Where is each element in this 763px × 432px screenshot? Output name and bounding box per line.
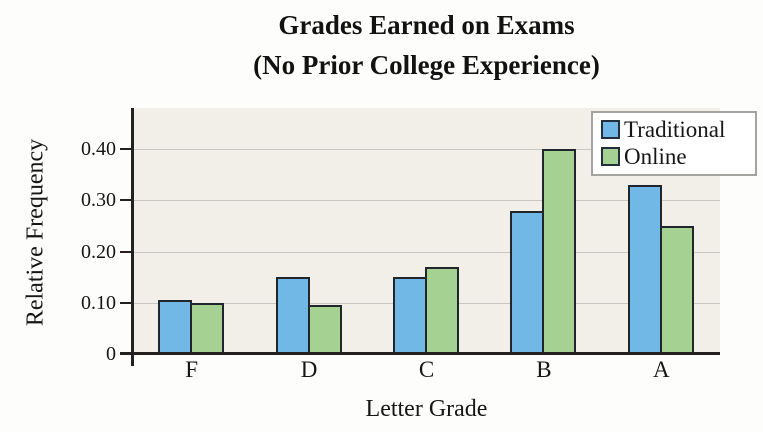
chart-title-line2: (No Prior College Experience) <box>253 50 600 80</box>
y-axis-title: Relative Frequency <box>22 138 49 327</box>
x-axis-line <box>120 352 720 355</box>
legend-label: Traditional <box>624 117 726 142</box>
chart-title-line1: Grades Earned on Exams <box>278 10 575 40</box>
bar-online-B <box>542 149 577 354</box>
y-tick-label-0: 0 <box>106 343 116 365</box>
x-category-label-A: A <box>652 357 670 382</box>
x-category-label-D: D <box>300 357 318 382</box>
gridline-0.20 <box>133 251 720 253</box>
bar-online-D <box>307 305 342 354</box>
legend-swatch-icon <box>601 147 620 166</box>
bar-online-F <box>190 302 225 354</box>
gridline-0.30 <box>133 200 720 202</box>
legend-swatch-icon <box>601 120 620 139</box>
bar-traditional-F <box>158 300 193 354</box>
bar-traditional-A <box>627 184 662 354</box>
bar-online-A <box>659 225 694 354</box>
bar-traditional-B <box>510 210 545 354</box>
y-axis-line <box>131 108 134 366</box>
gridline-0.40 <box>133 149 720 150</box>
y-tick-label-0.20: 0.20 <box>81 240 116 263</box>
y-tick-mark-0.10 <box>120 301 133 304</box>
y-tick-label-0.30: 0.30 <box>81 189 116 212</box>
y-tick-mark-0.40 <box>120 148 133 150</box>
bar-traditional-C <box>393 277 427 354</box>
legend: Traditional Online <box>591 111 757 176</box>
x-category-label-B: B <box>536 357 552 382</box>
legend-label: Online <box>624 144 687 169</box>
y-tick-mark-0.20 <box>120 250 133 253</box>
y-tick-mark-0.30 <box>120 199 133 202</box>
bar-online-C <box>425 266 459 354</box>
x-axis-title: Letter Grade <box>365 396 488 422</box>
chart-title: Grades Earned on Exams (No Prior College… <box>133 5 720 85</box>
y-tick-label-0.10: 0.10 <box>81 291 116 314</box>
x-category-label-F: F <box>185 357 199 382</box>
x-category-label-C: C <box>418 357 435 382</box>
legend-row-online: Online <box>601 143 755 170</box>
y-tick-label-0.40: 0.40 <box>81 138 116 160</box>
legend-row-traditional: Traditional <box>601 116 755 143</box>
bar-traditional-D <box>275 277 310 354</box>
